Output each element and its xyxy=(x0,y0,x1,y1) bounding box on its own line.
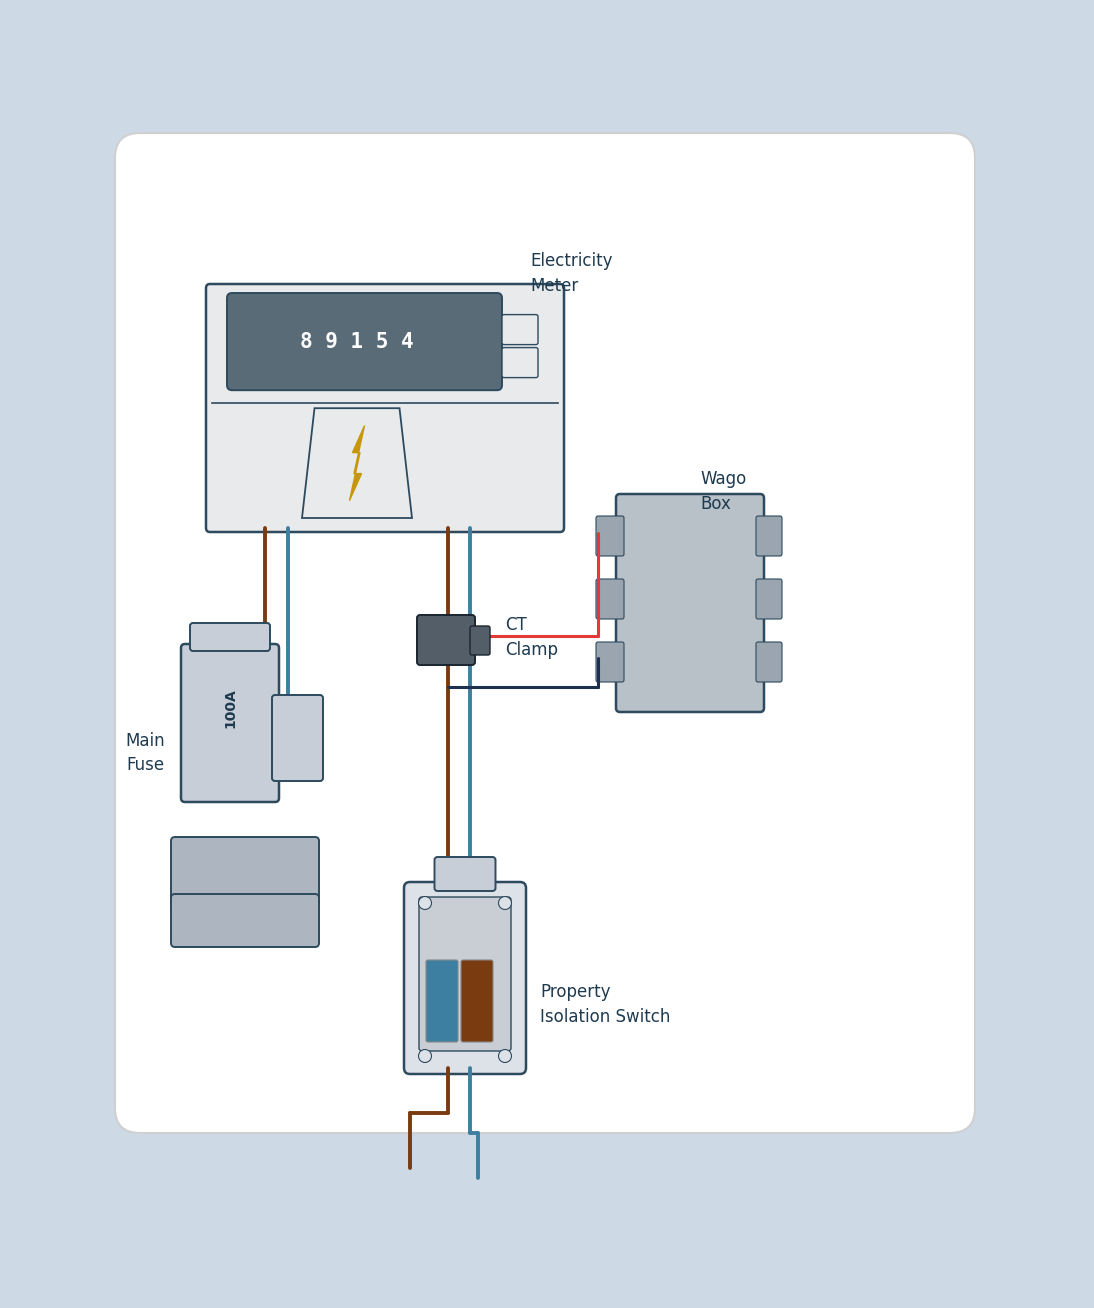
FancyBboxPatch shape xyxy=(190,623,270,651)
FancyBboxPatch shape xyxy=(115,133,975,1133)
FancyBboxPatch shape xyxy=(502,348,538,378)
FancyBboxPatch shape xyxy=(756,579,782,619)
FancyBboxPatch shape xyxy=(596,515,624,556)
FancyBboxPatch shape xyxy=(426,960,458,1042)
Text: Wago
Box: Wago Box xyxy=(700,470,746,513)
Polygon shape xyxy=(349,425,364,501)
FancyBboxPatch shape xyxy=(404,882,526,1074)
Text: Electricity
Meter: Electricity Meter xyxy=(529,252,613,296)
FancyBboxPatch shape xyxy=(470,627,490,655)
FancyBboxPatch shape xyxy=(272,695,323,781)
Text: 100A: 100A xyxy=(223,688,237,727)
FancyBboxPatch shape xyxy=(616,494,764,712)
FancyBboxPatch shape xyxy=(226,293,502,390)
FancyBboxPatch shape xyxy=(181,644,279,802)
FancyBboxPatch shape xyxy=(434,857,496,891)
Circle shape xyxy=(499,896,512,909)
FancyBboxPatch shape xyxy=(461,960,493,1042)
FancyBboxPatch shape xyxy=(206,284,565,532)
Circle shape xyxy=(499,1049,512,1062)
FancyBboxPatch shape xyxy=(417,615,475,664)
Circle shape xyxy=(419,1049,431,1062)
Text: 8 9 1 5 4: 8 9 1 5 4 xyxy=(300,332,414,352)
Text: Main
Fuse: Main Fuse xyxy=(126,731,165,774)
FancyBboxPatch shape xyxy=(171,837,319,906)
Text: Property
Isolation Switch: Property Isolation Switch xyxy=(540,984,671,1025)
Polygon shape xyxy=(302,408,412,518)
FancyBboxPatch shape xyxy=(596,642,624,681)
Text: CT
Clamp: CT Clamp xyxy=(505,616,558,659)
FancyBboxPatch shape xyxy=(756,515,782,556)
FancyBboxPatch shape xyxy=(756,642,782,681)
FancyBboxPatch shape xyxy=(419,897,511,1052)
FancyBboxPatch shape xyxy=(502,315,538,344)
FancyBboxPatch shape xyxy=(171,893,319,947)
FancyBboxPatch shape xyxy=(596,579,624,619)
Circle shape xyxy=(419,896,431,909)
